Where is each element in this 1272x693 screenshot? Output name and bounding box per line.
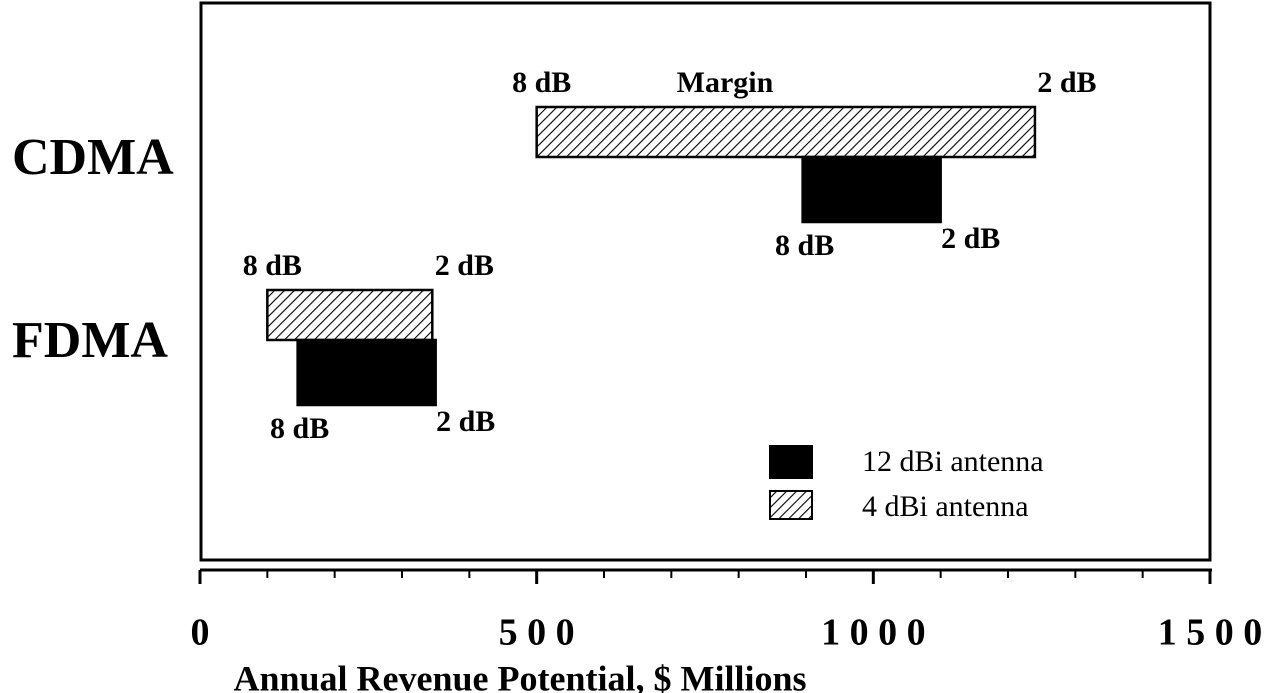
annotation: Margin xyxy=(677,66,774,99)
plot-frame xyxy=(199,1,1212,562)
bar-label: 2 dB xyxy=(1037,66,1096,99)
legend-swatch xyxy=(769,490,813,520)
bar-label: 8 dB xyxy=(512,66,571,99)
x-tick-label: 0 xyxy=(191,612,210,654)
range-bar xyxy=(296,338,437,407)
legend-swatch xyxy=(769,445,813,479)
x-axis-title: Annual Revenue Potential, $ Millions xyxy=(233,658,806,693)
range-bar xyxy=(801,155,942,224)
category-label: FDMA xyxy=(12,312,168,369)
bar-label: 2 dB xyxy=(941,222,1000,255)
x-tick-label: 1 0 0 0 xyxy=(821,612,926,654)
range-bar xyxy=(266,288,434,342)
x-tick-label: 5 0 0 xyxy=(499,612,575,654)
bar-label: 8 dB xyxy=(775,229,834,262)
legend-label: 4 dBi antenna xyxy=(862,490,1029,523)
bar-label: 2 dB xyxy=(436,405,495,438)
category-label: CDMA xyxy=(12,129,174,186)
bar-label: 2 dB xyxy=(435,249,494,282)
x-tick-label: 1 5 0 0 xyxy=(1158,612,1263,654)
legend-label: 12 dBi antenna xyxy=(862,445,1044,478)
bar-label: 8 dB xyxy=(243,249,302,282)
bar-label: 8 dB xyxy=(270,412,329,445)
range-bar xyxy=(535,105,1037,159)
